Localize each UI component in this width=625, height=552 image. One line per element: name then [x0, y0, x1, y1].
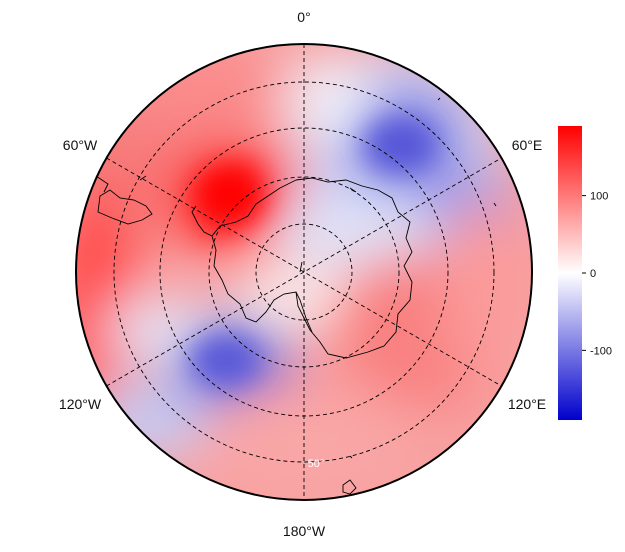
colorbar-tick-label: 0 — [590, 268, 596, 280]
lon-label-60w: 60°W — [63, 137, 98, 153]
lon-label-0: 0° — [297, 9, 310, 25]
lon-label-60e: 60°E — [512, 137, 543, 153]
lon-label-120w: 120°W — [59, 396, 102, 412]
lat-label-50: 50° — [308, 458, 325, 470]
lon-label-120e: 120°E — [508, 396, 546, 412]
map-boundary — [75, 43, 533, 501]
lon-label-180w: 180°W — [283, 523, 326, 539]
graticule — [106, 44, 502, 500]
anomaly-field — [76, 44, 532, 500]
colorbar-gradient — [558, 126, 582, 420]
colorbar-tick-label: 100 — [590, 191, 608, 203]
colorbar-tick-label: -100 — [590, 345, 612, 357]
antarctica-coastline — [95, 97, 497, 495]
colorbar: 100 0 -100 — [558, 126, 612, 420]
